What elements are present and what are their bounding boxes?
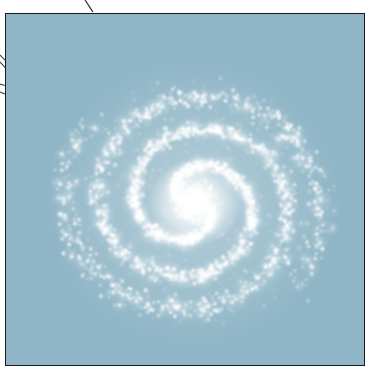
galaxy-core bbox=[147, 159, 243, 247]
galaxy-image-frame bbox=[5, 13, 365, 366]
galaxy-arms bbox=[52, 76, 336, 326]
spiral-galaxy-image bbox=[6, 14, 364, 365]
